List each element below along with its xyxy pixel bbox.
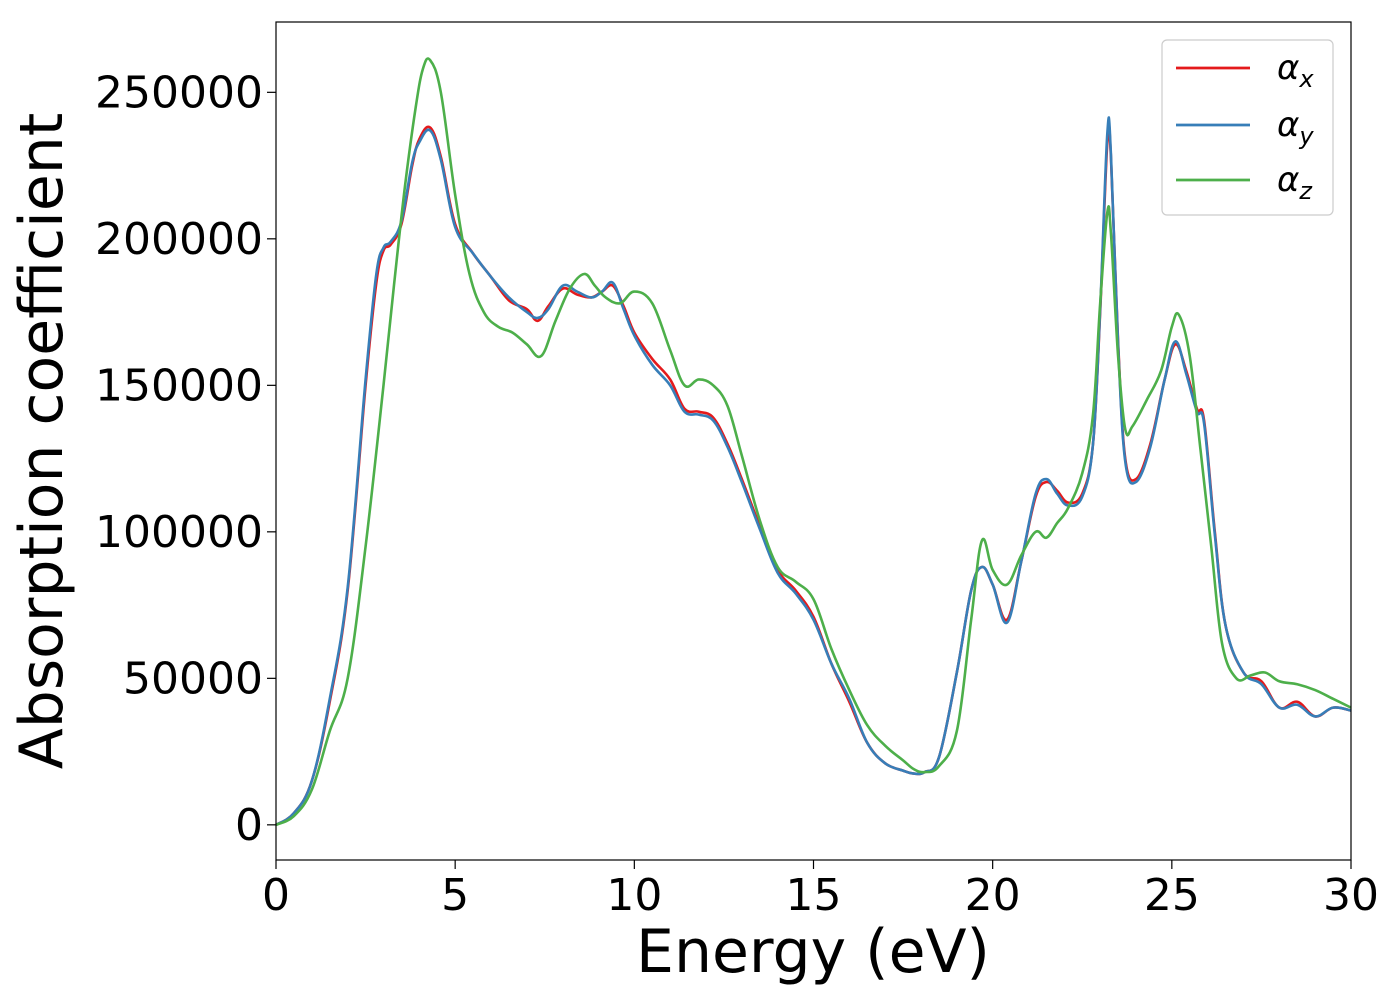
y-tick-label: 50000 [123,653,263,704]
y-tick-label: 250000 [95,67,263,118]
series-line-z [275,57,1352,827]
y-axis-title: Absorption coefficient [7,113,77,770]
x-axis: 0 5 10 15 20 25 30 [262,860,1379,921]
series-line-y [275,116,1352,826]
y-tick-label: 100000 [95,507,263,558]
x-tick-label: 20 [965,870,1021,921]
legend-label-z: αz [1277,160,1313,205]
x-tick-label: 5 [441,870,469,921]
x-tick-label: 15 [786,870,842,921]
legend-box [1161,39,1334,216]
series-layer [275,57,1352,827]
x-tick-label: 10 [606,870,662,921]
legend-label-y: αy [1277,105,1314,150]
x-tick-label: 25 [1144,870,1200,921]
y-tick-label: 200000 [95,214,263,265]
y-axis: 0 50000 100000 150000 200000 250000 [95,67,276,851]
y-tick-label: 0 [235,800,263,851]
legend-label-x: αx [1277,48,1314,93]
x-axis-title: Energy (eV) [636,917,990,987]
y-tick-label: 150000 [95,360,263,411]
legend: αx αy αz [1161,39,1334,216]
x-tick-label: 0 [262,870,290,921]
x-tick-label: 30 [1323,870,1379,921]
